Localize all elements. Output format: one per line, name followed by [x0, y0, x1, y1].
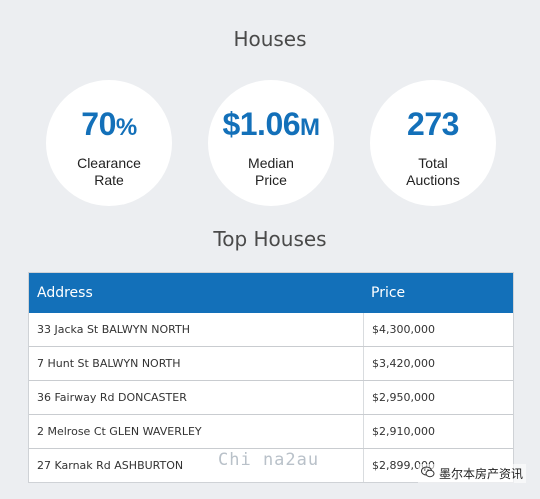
top-houses-table: Address Price 33 Jacka St BALWYN NORTH $…	[28, 272, 514, 483]
total-auctions-stat: 273 Total Auctions	[370, 80, 496, 206]
table-body: 33 Jacka St BALWYN NORTH $4,300,000 7 Hu…	[29, 313, 513, 482]
total-auctions-value: 273	[407, 106, 459, 146]
table-header: Address Price	[29, 273, 513, 313]
total-auctions-label: Total Auctions	[406, 155, 460, 188]
clearance-rate-label: Clearance Rate	[77, 155, 141, 188]
clearance-rate-number: 70	[81, 106, 116, 142]
source-badge: 墨尔本房产资讯	[418, 464, 527, 483]
total-auctions-number: 273	[407, 106, 459, 142]
row-price: $4,300,000	[372, 323, 435, 336]
clearance-rate-value: 70%	[81, 106, 137, 146]
row-address: 27 Karnak Rd ASHBURTON	[37, 459, 184, 472]
houses-title: Houses	[233, 27, 307, 51]
table-row: 7 Hunt St BALWYN NORTH $3,420,000	[29, 346, 513, 380]
row-address: 36 Fairway Rd DONCASTER	[37, 391, 187, 404]
watermark: Chi na2au	[218, 450, 320, 470]
table-row: 2 Melrose Ct GLEN WAVERLEY $2,910,000	[29, 414, 513, 448]
table-row: 33 Jacka St BALWYN NORTH $4,300,000	[29, 313, 513, 346]
row-address: 33 Jacka St BALWYN NORTH	[37, 323, 190, 336]
median-price-unit: M	[300, 114, 320, 141]
row-address: 7 Hunt St BALWYN NORTH	[37, 357, 181, 370]
column-divider	[363, 347, 364, 380]
column-divider	[363, 449, 364, 482]
clearance-rate-unit: %	[115, 114, 137, 141]
row-price: $2,910,000	[372, 425, 435, 438]
row-price: $2,950,000	[372, 391, 435, 404]
clearance-rate-stat: 70% Clearance Rate	[46, 80, 172, 206]
badge-text: 墨尔本房产资讯	[439, 467, 524, 481]
column-divider	[363, 313, 364, 346]
row-price: $3,420,000	[372, 357, 435, 370]
wechat-icon	[421, 466, 435, 481]
median-price-label: Median Price	[248, 155, 294, 188]
top-houses-title: Top Houses	[213, 227, 327, 251]
row-address: 2 Melrose Ct GLEN WAVERLEY	[37, 425, 202, 438]
column-divider	[363, 415, 364, 448]
price-column-header: Price	[371, 285, 406, 301]
address-column-header: Address	[37, 285, 93, 301]
column-divider	[363, 381, 364, 414]
table-row: 36 Fairway Rd DONCASTER $2,950,000	[29, 380, 513, 414]
median-price-stat: $1.06M Median Price	[208, 80, 334, 206]
median-price-number: $1.06	[222, 106, 301, 142]
median-price-value: $1.06M	[222, 106, 320, 146]
